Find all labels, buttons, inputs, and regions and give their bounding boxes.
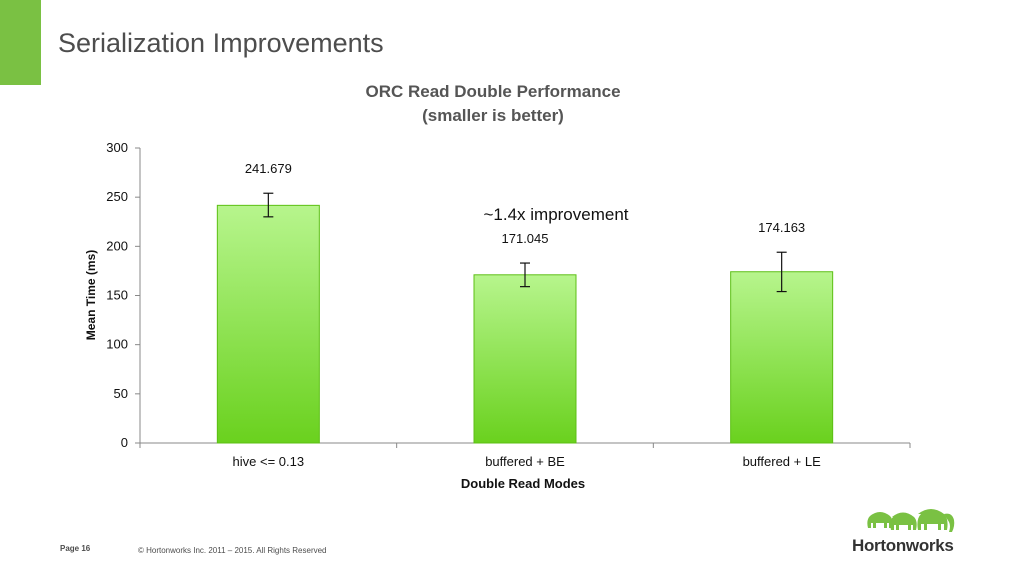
logo-text: Hortonworks xyxy=(852,536,954,555)
data-label: 174.163 xyxy=(758,220,805,235)
data-label: 241.679 xyxy=(245,161,292,176)
x-tick-label: buffered + BE xyxy=(485,454,565,469)
page-number: Page 16 xyxy=(60,544,91,553)
elephant-herd-icon xyxy=(867,509,955,532)
copyright-text: © Hortonworks Inc. 2011 – 2015. All Righ… xyxy=(138,546,327,555)
y-tick-label: 0 xyxy=(121,435,128,450)
y-tick-label: 200 xyxy=(106,238,128,253)
x-tick-label: hive <= 0.13 xyxy=(233,454,305,469)
chart-title: ORC Read Double Performance xyxy=(365,82,620,101)
bar xyxy=(473,274,577,444)
y-tick-label: 250 xyxy=(106,189,128,204)
x-axis-label: Double Read Modes xyxy=(461,476,585,491)
slide-title: Serialization Improvements xyxy=(58,28,384,58)
y-tick-label: 100 xyxy=(106,337,128,352)
y-tick-label: 300 xyxy=(106,140,128,155)
plot-area: 0 50 100 150 200 250 300 241.679 hive <= 0.13 171… xyxy=(106,140,911,469)
improvement-annotation: ~1.4x improvement xyxy=(483,205,628,224)
y-tick-label: 150 xyxy=(106,288,128,303)
chart-subtitle: (smaller is better) xyxy=(422,106,564,125)
y-tick-label: 50 xyxy=(114,386,128,401)
title-accent-bar xyxy=(0,0,41,85)
x-tick-label: buffered + LE xyxy=(743,454,822,469)
bar xyxy=(216,204,320,444)
data-label: 171.045 xyxy=(502,231,549,246)
y-axis-label: Mean Time (ms) xyxy=(84,250,98,340)
hortonworks-logo: Hortonworks xyxy=(852,506,972,558)
bar xyxy=(730,271,834,444)
